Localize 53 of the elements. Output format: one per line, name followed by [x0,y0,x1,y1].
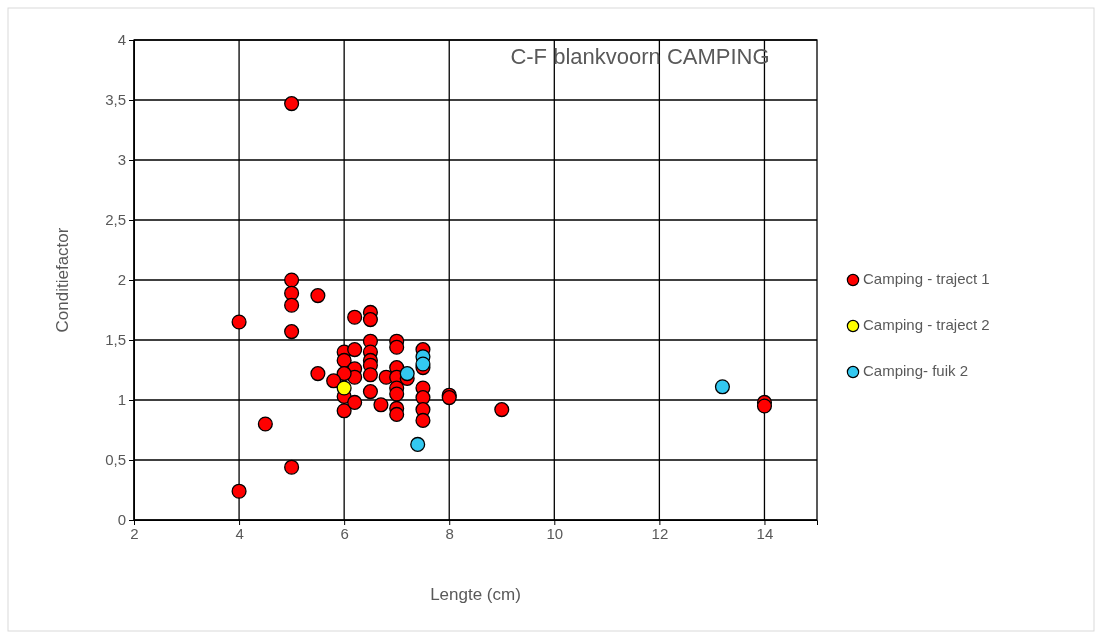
point [362,367,378,383]
point [362,312,378,328]
point [231,314,247,330]
point [284,324,300,340]
point [415,412,431,428]
point [310,366,326,382]
point [389,386,405,402]
y-tick-label: 0 [117,511,126,529]
point [756,398,773,414]
legend-label: Camping- fuik 2 [863,361,969,379]
point [389,339,405,355]
y-tick-label: 1 [117,391,126,409]
y-tick-label: 4 [117,31,126,49]
point [336,352,352,368]
point [336,403,352,419]
y-tick-label: 0,5 [105,451,126,469]
point [494,402,510,418]
point [410,436,426,452]
point [399,366,415,382]
x-tick-label: 14 [756,524,774,542]
point [326,373,342,389]
y-tick-label: 3,5 [105,91,126,109]
point [362,384,378,400]
point [310,288,326,304]
point [373,397,389,413]
legend-label: Camping - traject 2 [863,315,990,333]
x-tick-label: 4 [235,524,244,542]
point [389,406,405,422]
legend-label: Camping - traject 1 [863,269,990,287]
x-tick-label: 10 [546,524,564,542]
x-tick-label: 2 [130,524,139,542]
point [336,380,352,396]
x-tick-label: 8 [445,524,454,542]
point [284,297,300,313]
point [284,96,300,112]
point [347,342,363,358]
y-tick-label: 1,5 [105,331,126,349]
y-tick-label: 3 [117,151,126,169]
point [257,416,273,432]
point [284,272,300,288]
point [347,394,363,410]
point [336,366,352,382]
point [347,309,363,325]
y-axis-title: Conditiefactor [53,227,72,333]
x-tick-label: 6 [340,524,349,542]
point [714,379,730,395]
point [284,459,300,475]
x-axis-title: Lengte (cm) [430,585,521,604]
point [231,483,247,499]
x-tick-label: 12 [651,524,669,542]
point [415,356,431,372]
y-tick-label: 2 [117,271,126,289]
y-tick-label: 2,5 [105,211,126,229]
